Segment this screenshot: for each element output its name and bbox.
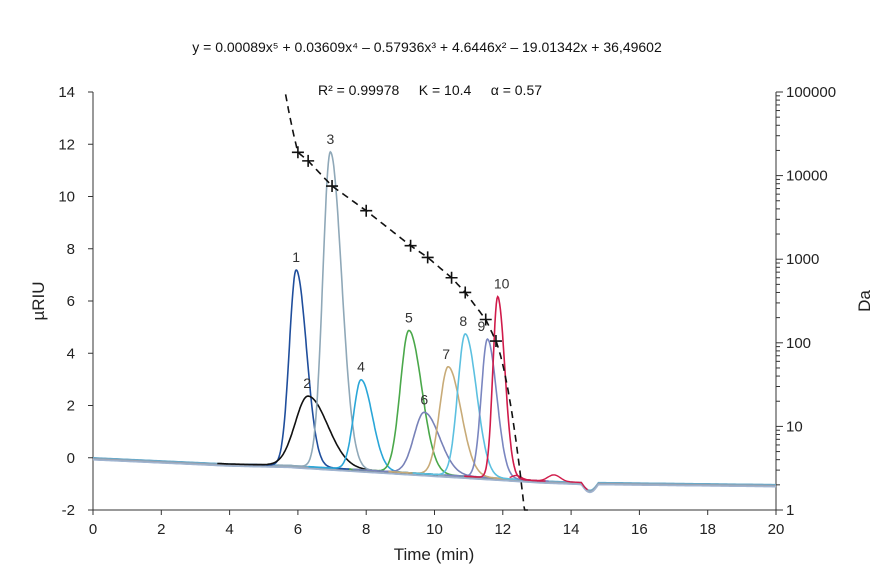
y-tick-label: 6 (67, 293, 75, 310)
x-tick-label: 8 (362, 521, 370, 538)
x-ticks: 0 2 4 6 8 10 12 14 16 18 20 (89, 510, 785, 538)
x-tick-label: 18 (699, 521, 716, 538)
y-tick-label: 14 (58, 84, 75, 101)
x-tick-label: 16 (631, 521, 648, 538)
peak-label-7: 7 (442, 346, 450, 362)
y-tick-label: 8 (67, 241, 75, 258)
y2-tick-label: 100000 (786, 84, 836, 101)
peak-label-4: 4 (357, 359, 365, 375)
x-tick-label: 10 (426, 521, 443, 538)
fit-statistics: R² = 0.99978 K = 10.4 α = 0.57 (318, 82, 542, 98)
peak-label-3: 3 (326, 131, 334, 147)
calibration-marker (291, 146, 304, 159)
y-tick-label: 2 (67, 398, 75, 415)
fit-equation: y = 0.00089x⁵ + 0.03609x⁴ – 0.57936x³ + … (192, 39, 662, 55)
y-tick-label: 10 (58, 189, 75, 206)
x-tick-label: 14 (563, 521, 580, 538)
y2-tick-label: 10000 (786, 168, 828, 185)
x-axis-title: Time (min) (394, 545, 475, 564)
y-tick-label: 4 (67, 345, 75, 362)
x-tick-label: 4 (225, 521, 233, 538)
peaks (217, 150, 588, 491)
calibration-marker (459, 286, 472, 299)
peak-label-10: 10 (494, 276, 510, 292)
calibration-marker (404, 239, 417, 252)
peak-label-2: 2 (303, 375, 311, 391)
x-tick-label: 6 (294, 521, 302, 538)
calibration-markers (291, 146, 502, 348)
peak-label-6: 6 (420, 391, 428, 407)
y2-tick-label: 1 (786, 502, 794, 519)
x-tick-label: 0 (89, 521, 97, 538)
y-tick-label: 0 (67, 450, 75, 467)
peak-label-1: 1 (292, 249, 300, 265)
y-ticks: -2 0 2 4 6 8 10 12 14 (58, 84, 93, 519)
y2-tick-label: 100 (786, 335, 811, 352)
peak-label-9: 9 (478, 318, 486, 334)
calibration-marker (421, 251, 434, 264)
peak-label-8: 8 (459, 313, 467, 329)
calibration-fit-line (284, 94, 532, 511)
y2-tick-label: 10 (786, 418, 803, 435)
y2-ticks: 1 10 100 1000 10000 100000 (776, 84, 836, 519)
y-tick-label: -2 (62, 502, 75, 519)
calibration-marker (326, 180, 339, 193)
baseline-trace (92, 458, 777, 493)
calibration-marker (360, 204, 373, 217)
y-tick-label: 12 (58, 136, 75, 153)
peak-trace-3 (277, 150, 406, 474)
calibration-marker (489, 335, 502, 348)
peak-labels: 1 2 3 4 5 6 7 8 9 10 (292, 131, 509, 407)
y2-tick-label: 1000 (786, 251, 819, 268)
y-axis-title: µRIU (29, 281, 48, 320)
calibration-marker (302, 154, 315, 167)
baseline-trace (92, 459, 776, 494)
calibration-marker (445, 271, 458, 284)
x-tick-label: 12 (494, 521, 511, 538)
x-tick-label: 20 (768, 521, 785, 538)
peak-label-5: 5 (405, 309, 413, 325)
calibration-marker (479, 313, 492, 326)
x-tick-label: 2 (157, 521, 165, 538)
y2-axis-title: Da (855, 290, 874, 312)
peak-trace-7 (388, 366, 534, 482)
calibration-fit (284, 94, 532, 511)
peak-trace-10-tail (509, 474, 588, 491)
